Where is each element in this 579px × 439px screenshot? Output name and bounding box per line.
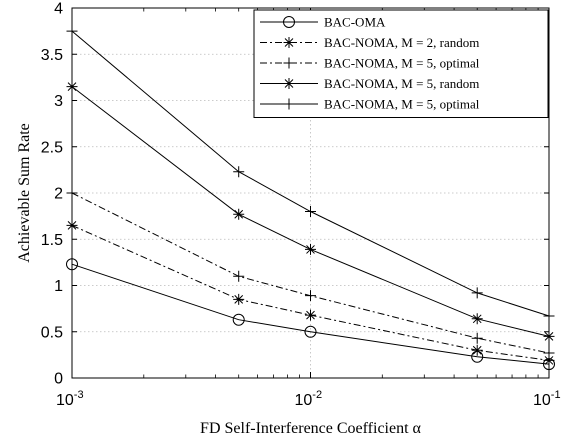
data-point-marker bbox=[233, 293, 245, 305]
legend-entry: BAC-NOMA, M = 5, optimal bbox=[260, 56, 480, 71]
legend-label: BAC-OMA bbox=[324, 15, 386, 30]
data-point-marker bbox=[233, 208, 245, 220]
legend-marker bbox=[283, 16, 295, 28]
data-point-marker bbox=[471, 332, 483, 344]
series-5 bbox=[66, 25, 555, 322]
data-point-marker bbox=[305, 243, 316, 255]
data-point-marker bbox=[66, 187, 78, 199]
data-point-marker bbox=[305, 290, 316, 302]
x-tick-label: 10-1 bbox=[533, 389, 561, 409]
data-point-marker bbox=[233, 270, 245, 282]
series-line bbox=[71, 263, 550, 365]
x-tick-label: 10-2 bbox=[295, 389, 323, 409]
legend-entry: BAC-NOMA, M = 5, random bbox=[260, 76, 479, 91]
legend-marker bbox=[283, 98, 295, 110]
data-point-marker bbox=[232, 313, 245, 326]
x-axis-title: FD Self-Interference Coefficient α bbox=[200, 420, 422, 437]
y-tick-label: 3.5 bbox=[41, 47, 63, 64]
legend-marker bbox=[283, 57, 295, 69]
y-tick-label: 3 bbox=[54, 93, 63, 110]
legend-label: BAC-NOMA, M = 5, random bbox=[324, 76, 479, 91]
legend-entry: BAC-NOMA, M = 2, random bbox=[260, 35, 479, 50]
y-axis-title: Achievable Sum Rate bbox=[16, 123, 33, 263]
data-point-marker bbox=[543, 354, 555, 366]
legend: BAC-OMA BAC-NOMA, M = 2, random BAC-NOMA, … bbox=[253, 9, 549, 118]
legend-label: BAC-NOMA, M = 5, optimal bbox=[324, 56, 480, 71]
legend-label: BAC-NOMA, M = 2, random bbox=[324, 35, 479, 50]
series-2 bbox=[66, 219, 555, 366]
legend-label: BAC-NOMA, M = 5, optimal bbox=[324, 97, 480, 112]
data-point-marker bbox=[66, 258, 78, 271]
series-group bbox=[66, 25, 555, 371]
axis-ticks: 0 0.5 1 1.5 2 2.5 3 3.5 4 10-3 10-2 10-1 bbox=[41, 1, 561, 410]
x-tick-label: 10-3 bbox=[56, 389, 84, 409]
data-point-marker bbox=[304, 325, 317, 338]
data-point-marker bbox=[543, 347, 555, 359]
data-point-marker bbox=[66, 25, 78, 37]
data-point-marker bbox=[66, 219, 78, 231]
data-point-marker bbox=[471, 313, 483, 325]
data-point-marker bbox=[305, 309, 316, 321]
data-point-marker bbox=[66, 81, 78, 93]
y-tick-label: 4 bbox=[54, 1, 63, 18]
data-point-marker bbox=[471, 344, 483, 356]
series-4 bbox=[66, 81, 555, 342]
legend-marker bbox=[283, 37, 295, 48]
y-tick-label: 2.5 bbox=[41, 139, 63, 156]
data-point-marker bbox=[543, 310, 555, 322]
series-3 bbox=[66, 187, 555, 359]
legend-entry: BAC-OMA bbox=[260, 15, 386, 30]
data-point-marker bbox=[471, 287, 483, 299]
y-tick-label: 2 bbox=[54, 186, 63, 203]
legend-entry: BAC-NOMA, M = 5, optimal bbox=[260, 97, 480, 112]
data-point-marker bbox=[233, 166, 245, 178]
y-tick-label: 0 bbox=[54, 371, 63, 388]
data-point-marker bbox=[543, 330, 555, 342]
y-tick-label: 0.5 bbox=[41, 324, 63, 341]
data-point-marker bbox=[305, 206, 316, 217]
y-tick-label: 1.5 bbox=[41, 232, 63, 249]
legend-box bbox=[253, 9, 549, 118]
y-tick-label: 1 bbox=[54, 278, 63, 295]
legend-marker bbox=[283, 78, 295, 89]
